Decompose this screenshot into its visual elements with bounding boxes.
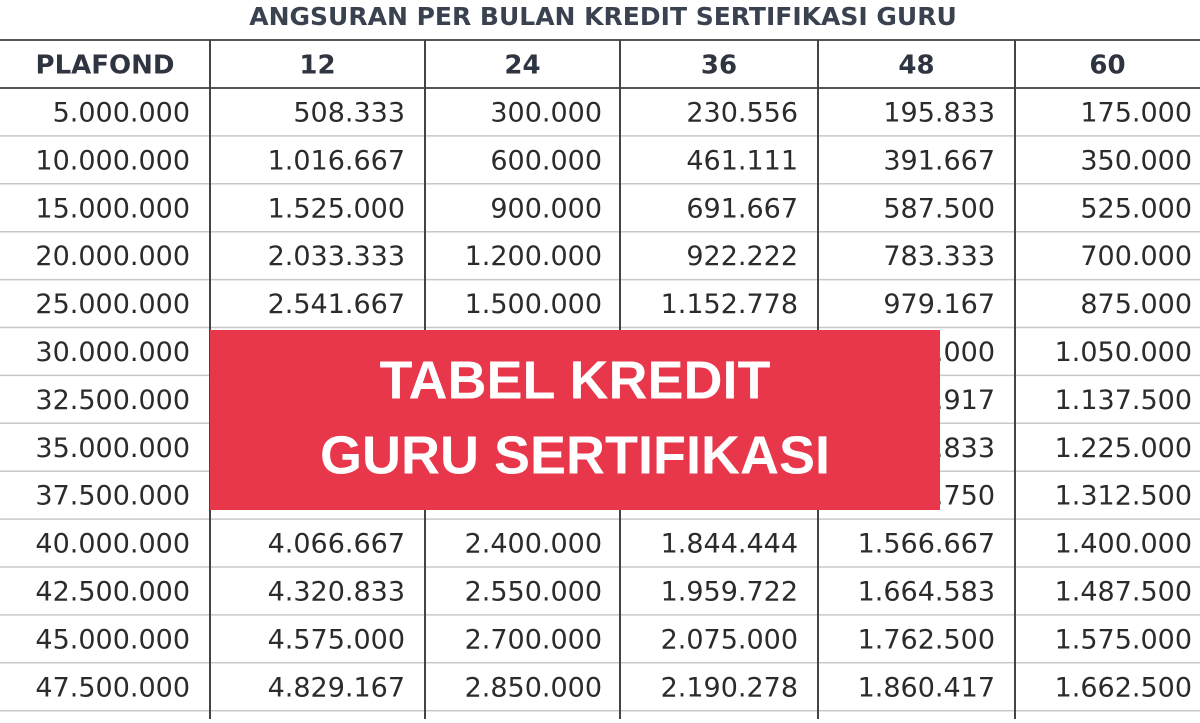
column-header: 36 (701, 51, 737, 81)
table-cell: 875.000 (1080, 289, 1192, 320)
table-cell: 300.000 (490, 97, 602, 128)
table-cell: 25.000.000 (35, 289, 190, 320)
table-cell: 2.400.000 (465, 529, 602, 560)
table-cell: 2.190.278 (661, 672, 798, 703)
table-cell: 1.662.500 (1055, 672, 1192, 703)
table-cell: 15.000.000 (35, 193, 190, 224)
table-cell: 4.320.833 (268, 576, 405, 607)
column-header: 60 (1089, 51, 1125, 81)
table-cell: 1.500.000 (465, 289, 602, 320)
table-cell: 2.033.333 (268, 241, 405, 272)
table-cell: 195.833 (883, 97, 995, 128)
table-cell: 900.000 (490, 193, 602, 224)
table-cell: 4.066.667 (268, 529, 405, 560)
table-cell: 2.541.667 (268, 289, 405, 320)
table-cell: 1.016.667 (268, 145, 405, 176)
table-cell: 1.200.000 (465, 241, 602, 272)
table-cell: 32.500.000 (35, 385, 190, 416)
table-cell: 2.700.000 (465, 624, 602, 655)
table-cell: 35.000.000 (35, 433, 190, 464)
table-cell: 1.152.778 (661, 289, 798, 320)
table-cell: 461.111 (686, 145, 798, 176)
banner-text: TABEL KREDIT (380, 350, 771, 410)
table-cell: 5.000.000 (53, 97, 190, 128)
table-cell: 1.959.722 (661, 576, 798, 607)
table-cell: 1.137.500 (1055, 385, 1192, 416)
table-cell: 1.050.000 (1055, 337, 1192, 368)
table-cell: 783.333 (883, 241, 995, 272)
table-cell: 4.829.167 (268, 672, 405, 703)
table-cell: 508.333 (293, 97, 405, 128)
column-header: 12 (299, 51, 335, 81)
table-cell: 1.487.500 (1055, 576, 1192, 607)
table-cell: 30.000.000 (35, 337, 190, 368)
banner (210, 330, 940, 510)
table-cell: 600.000 (490, 145, 602, 176)
table-cell: 350.000 (1080, 145, 1192, 176)
table-cell: 10.000.000 (35, 145, 190, 176)
table-cell: 587.500 (883, 193, 995, 224)
table-cell: 1.664.583 (858, 576, 995, 607)
table-cell: 700.000 (1080, 241, 1192, 272)
table-cell: 2.075.000 (661, 624, 798, 655)
table-cell: 1.844.444 (661, 529, 798, 560)
table-cell: 391.667 (883, 145, 995, 176)
table-cell: 40.000.000 (35, 529, 190, 560)
column-header: 48 (898, 51, 934, 81)
table-cell: 922.222 (686, 241, 798, 272)
table-cell: 1.525.000 (268, 193, 405, 224)
table-cell: 20.000.000 (35, 241, 190, 272)
table-cell: 525.000 (1080, 193, 1192, 224)
table-cell: 37.500.000 (35, 481, 190, 512)
table-cell: 1.860.417 (858, 672, 995, 703)
table-cell: 42.500.000 (35, 576, 190, 607)
column-header: PLAFOND (36, 51, 175, 81)
table-cell: 47.500.000 (35, 672, 190, 703)
table-cell: 45.000.000 (35, 624, 190, 655)
table-cell: 230.556 (686, 97, 798, 128)
table-cell: 1.225.000 (1055, 433, 1192, 464)
table-cell: 2.550.000 (465, 576, 602, 607)
table-cell: 1.575.000 (1055, 624, 1192, 655)
table-cell: 691.667 (686, 193, 798, 224)
table-cell: 979.167 (883, 289, 995, 320)
column-header: 24 (504, 51, 540, 81)
table-cell: 1.312.500 (1055, 481, 1192, 512)
table-cell: 1.762.500 (858, 624, 995, 655)
table-title: ANGSURAN PER BULAN KREDIT SERTIFIKASI GU… (249, 2, 957, 31)
banner-text: GURU SERTIFIKASI (320, 425, 830, 485)
table-cell: 1.400.000 (1055, 529, 1192, 560)
table-cell: 2.850.000 (465, 672, 602, 703)
table-cell: 1.566.667 (858, 529, 995, 560)
table-cell: 175.000 (1080, 97, 1192, 128)
table-cell: 4.575.000 (268, 624, 405, 655)
